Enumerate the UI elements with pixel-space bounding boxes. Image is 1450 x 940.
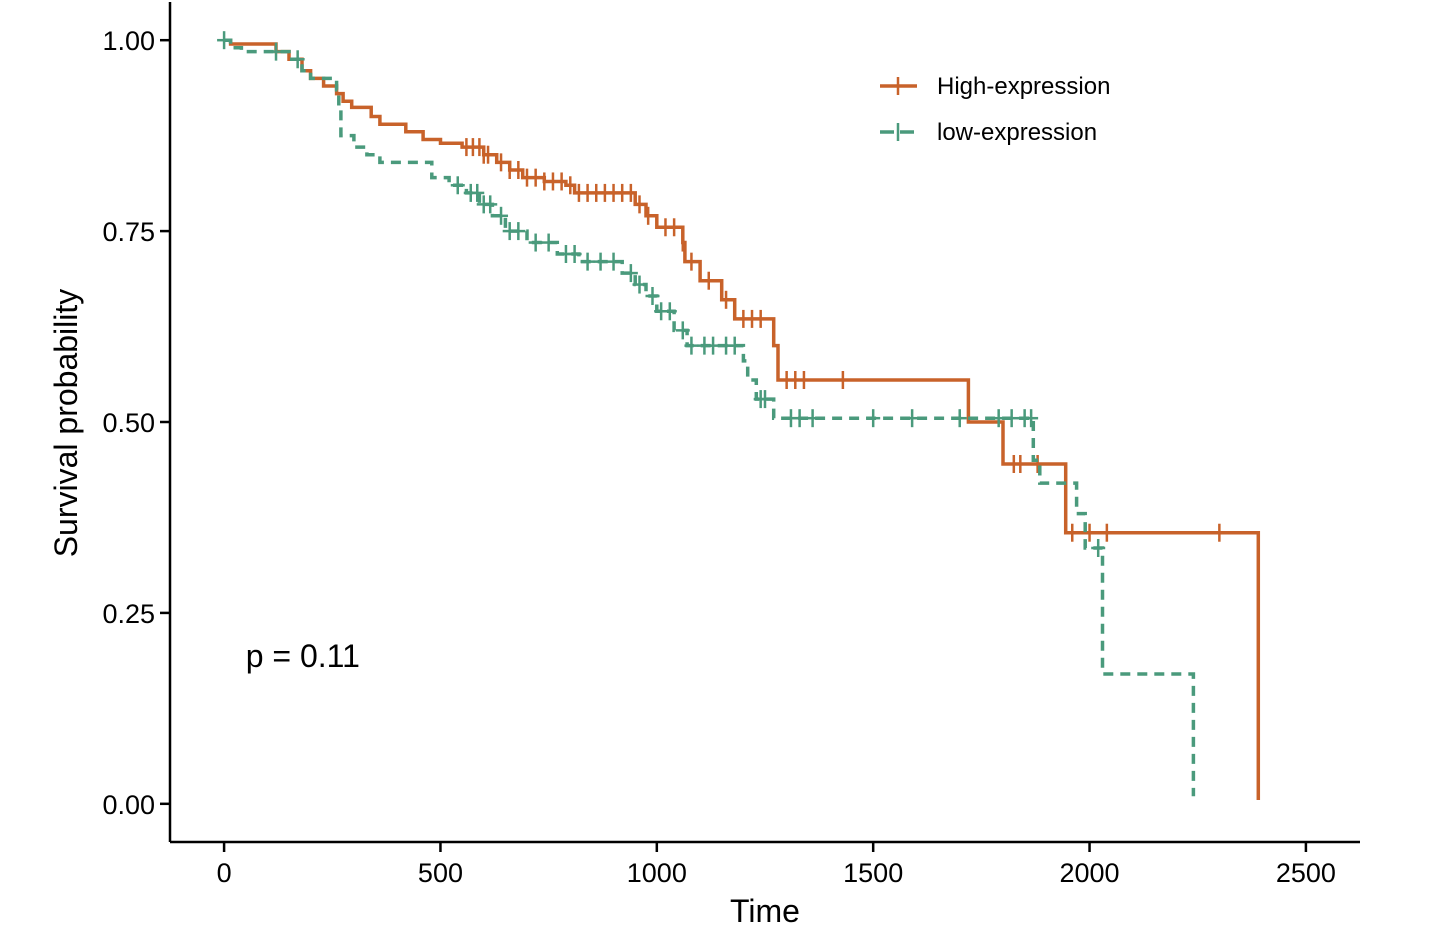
survival-curve-high-expression <box>224 38 1261 800</box>
x-tick-label: 1000 <box>627 858 687 888</box>
legend: High-expression low-expression <box>880 73 1110 146</box>
x-tick-label: 0 <box>217 858 232 888</box>
x-tick-label: 2000 <box>1060 858 1120 888</box>
x-tick-label: 1500 <box>843 858 903 888</box>
axes: 0 500 1000 1500 2000 2500 0.00 0.25 0.50 0.75 1.00 <box>102 2 1360 888</box>
legend-item-high-expression: High-expression <box>880 73 1110 100</box>
legend-label-low-expression: low-expression <box>937 119 1097 146</box>
p-value-annotation: p = 0.11 <box>246 638 360 674</box>
y-tick-label: 0.75 <box>102 217 155 247</box>
y-tick-label: 0.00 <box>102 790 155 820</box>
x-tick-label: 500 <box>418 858 463 888</box>
x-tick-label: 2500 <box>1276 858 1336 888</box>
y-tick-label: 0.25 <box>102 599 155 629</box>
legend-item-low-expression: low-expression <box>880 119 1097 146</box>
y-axis-title: Survival probability <box>48 289 84 558</box>
survival-curve-low-expression <box>224 38 1196 797</box>
x-axis-title: Time <box>730 893 800 929</box>
legend-label-high-expression: High-expression <box>937 73 1110 100</box>
y-tick-label: 1.00 <box>102 26 155 56</box>
plot-area <box>217 31 1261 800</box>
y-tick-label: 0.50 <box>102 408 155 438</box>
